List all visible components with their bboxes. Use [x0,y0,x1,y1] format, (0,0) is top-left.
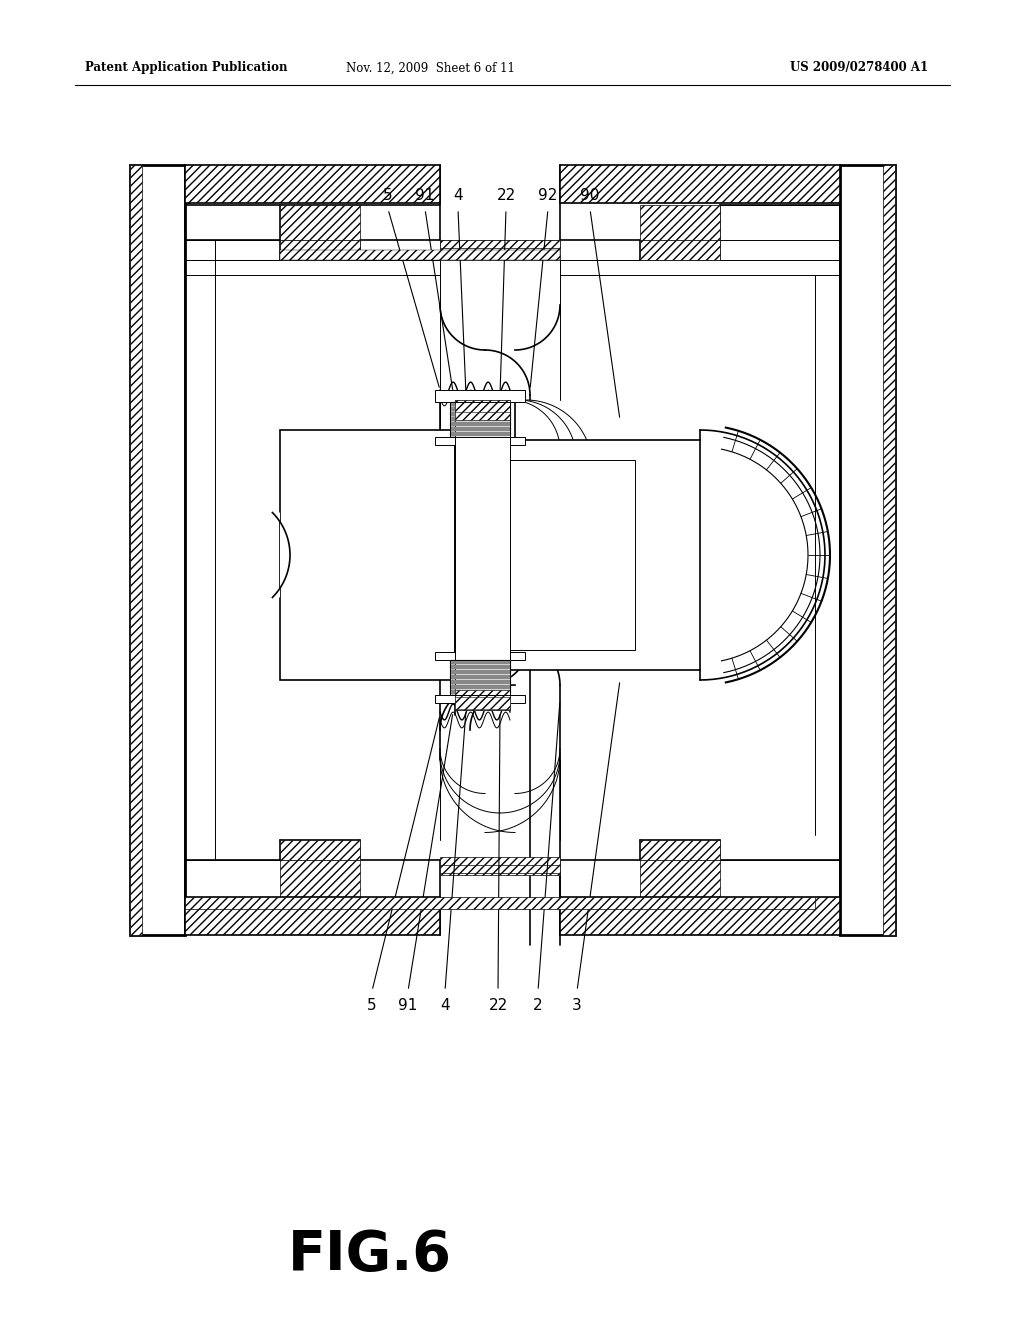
Bar [455,400,510,412]
Bar [450,660,510,696]
Bar [440,857,560,875]
Polygon shape [450,660,510,663]
Bar [130,165,185,935]
Polygon shape [450,432,510,436]
Text: 22: 22 [497,187,516,202]
Polygon shape [640,205,720,240]
Polygon shape [450,671,510,673]
Text: Nov. 12, 2009  Sheet 6 of 11: Nov. 12, 2009 Sheet 6 of 11 [345,62,514,74]
Polygon shape [450,690,510,693]
Bar [440,240,560,248]
Text: 92: 92 [539,187,558,202]
Polygon shape [280,240,360,260]
Bar [130,165,142,935]
Bar [185,898,440,935]
Text: 2: 2 [534,998,543,1012]
Text: Patent Application Publication: Patent Application Publication [85,62,288,74]
Text: 4: 4 [440,998,450,1012]
Bar [840,165,895,935]
Polygon shape [450,665,510,668]
Text: FIG.6: FIG.6 [288,1228,452,1282]
Bar [455,400,510,710]
Bar [435,696,525,704]
Bar [185,165,440,203]
Bar [185,898,815,909]
Bar [280,430,455,680]
Polygon shape [640,861,720,898]
Polygon shape [450,403,510,405]
Text: 4: 4 [454,187,463,202]
Bar [560,165,840,203]
Bar [280,249,560,260]
Polygon shape [450,422,510,425]
Text: US 2009/0278400 A1: US 2009/0278400 A1 [790,62,928,74]
Polygon shape [280,861,360,898]
Polygon shape [450,407,510,411]
Bar [435,652,525,660]
Text: 5: 5 [368,998,377,1012]
Text: 5: 5 [383,187,393,202]
Bar [455,440,700,671]
Bar [435,389,525,403]
Text: 90: 90 [581,187,600,202]
Bar [440,865,560,873]
Bar [450,660,510,696]
Bar [450,403,510,437]
Polygon shape [450,680,510,682]
Bar [455,690,510,710]
Bar [495,459,635,649]
Bar [455,400,510,420]
Bar [455,697,510,709]
Bar [450,403,510,437]
Text: 3: 3 [572,998,582,1012]
Text: 22: 22 [488,998,508,1012]
Text: 91: 91 [416,187,434,202]
Polygon shape [280,205,360,240]
Bar [440,240,560,260]
Polygon shape [280,840,360,861]
Polygon shape [640,840,720,861]
Polygon shape [450,412,510,414]
Polygon shape [450,426,510,430]
Text: 91: 91 [398,998,418,1012]
Polygon shape [450,675,510,678]
Polygon shape [450,685,510,688]
Polygon shape [450,417,510,420]
Bar [435,437,525,445]
Bar [560,898,840,935]
Polygon shape [640,240,720,260]
Bar [883,165,895,935]
